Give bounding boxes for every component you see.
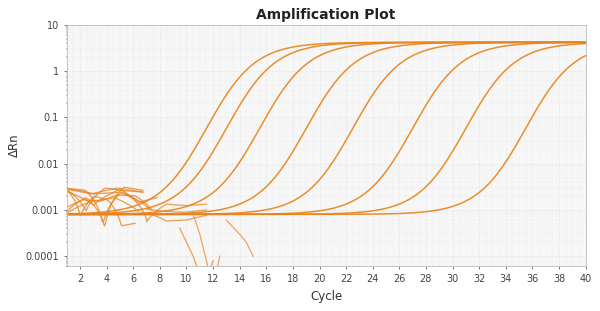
X-axis label: Cycle: Cycle [310,290,342,303]
Y-axis label: ΔRn: ΔRn [8,134,22,157]
Title: Amplification Plot: Amplification Plot [256,8,396,22]
